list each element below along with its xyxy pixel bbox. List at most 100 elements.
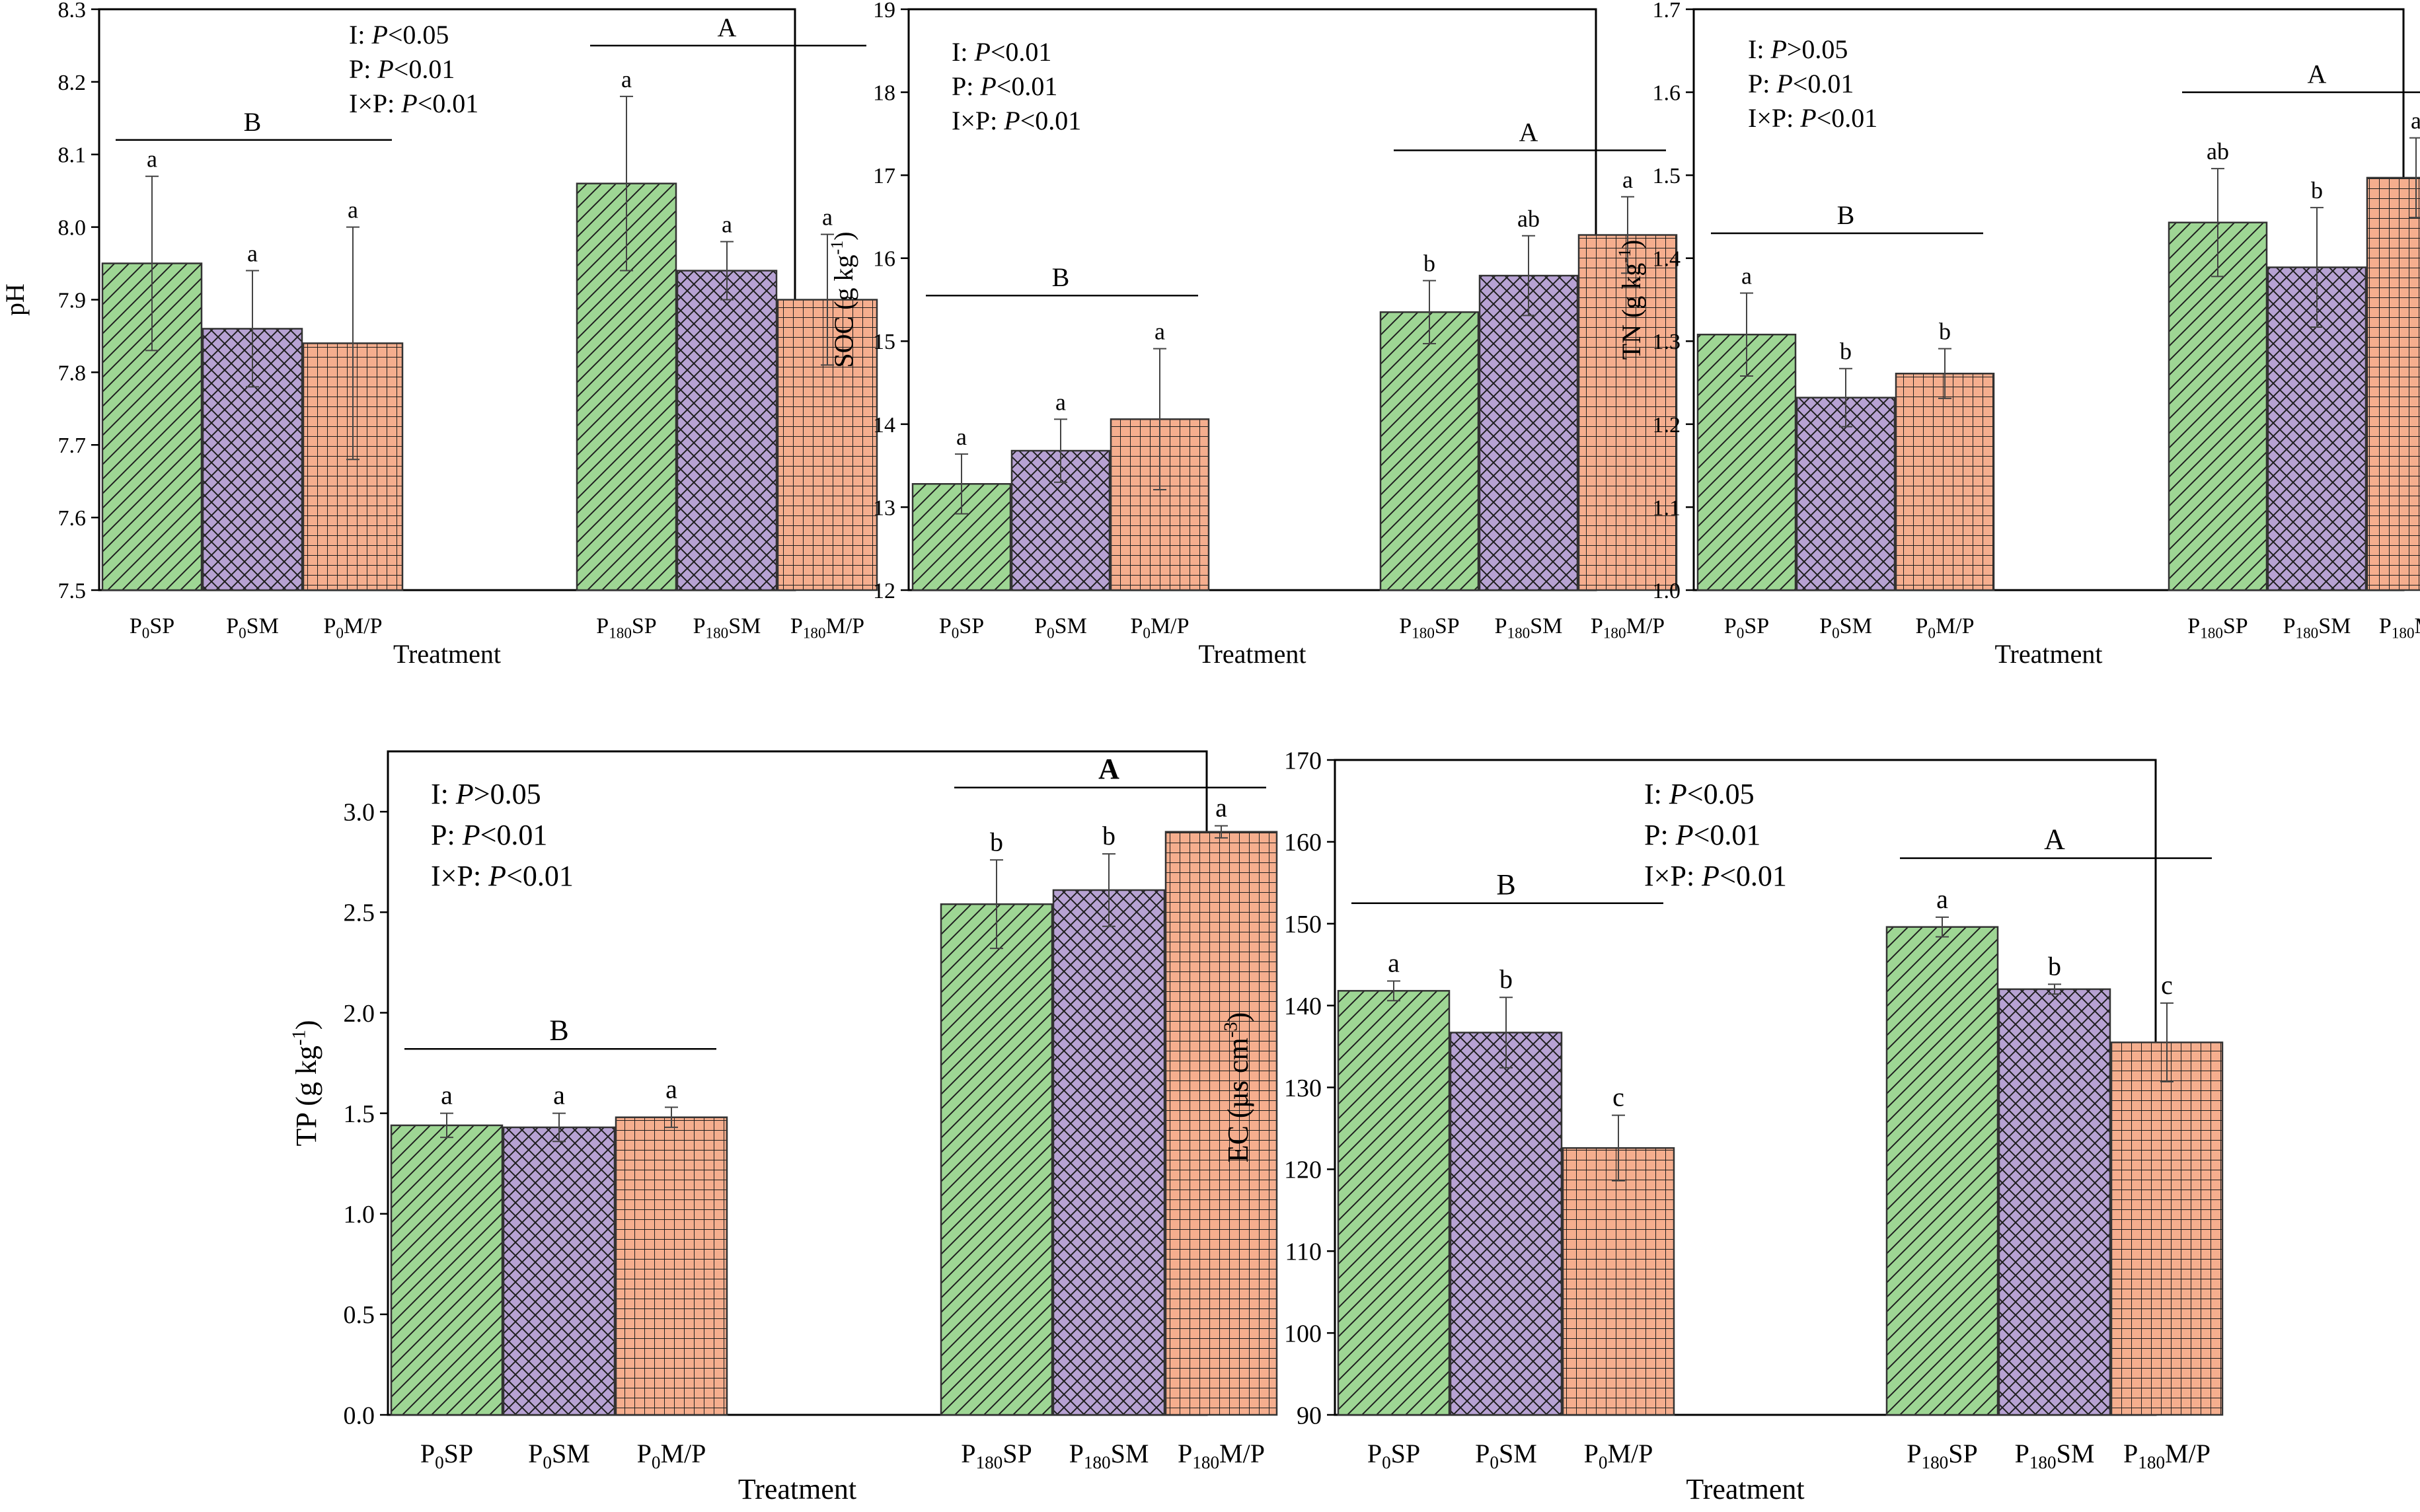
bar <box>1895 373 1995 591</box>
significance-letter: ab <box>2207 138 2229 165</box>
y-tick-label: 2.0 <box>344 1000 375 1028</box>
x-tick-label: P0SM <box>528 1439 590 1472</box>
y-tick-label: 1.0 <box>1653 579 1681 603</box>
y-tick-label: 8.0 <box>58 216 87 241</box>
x-tick-label: P180M/P <box>1178 1439 1265 1472</box>
y-tick-label: 100 <box>1284 1320 1322 1347</box>
significance-letter: a <box>1388 948 1400 977</box>
x-tick-label: P0SP <box>1724 614 1769 642</box>
x-tick-label: P180SP <box>961 1439 1032 1472</box>
y-tick-label: 7.6 <box>58 506 87 531</box>
bar <box>676 270 778 591</box>
y-tick-label: 13 <box>873 496 895 520</box>
y-axis-label: pH <box>0 284 30 316</box>
y-tick-label: 160 <box>1284 829 1322 856</box>
x-tick-label: P180SM <box>1495 614 1563 642</box>
bar <box>1337 990 1451 1416</box>
significance-letter: a <box>553 1080 565 1110</box>
y-tick-label: 3.0 <box>344 799 375 827</box>
y-tick-label: 0.0 <box>344 1402 375 1429</box>
y-tick-label: 1.6 <box>1653 81 1681 105</box>
group-letter: A <box>718 13 737 42</box>
x-axis-label: Treatment <box>393 639 501 669</box>
panel-ec: 90 100 110 120 130 140 150 160 170 a P0SP b P0SM c P0M… <box>1221 747 2224 1505</box>
significance-letter: a <box>441 1080 453 1110</box>
bar <box>1885 926 1999 1416</box>
x-axis-label: Treatment <box>1199 639 1306 669</box>
stats-line: I×P: P<0.01 <box>1748 103 1877 133</box>
y-tick-label: 1.7 <box>1653 0 1681 22</box>
x-tick-label: P0M/P <box>323 614 382 642</box>
y-axis-label: SOC (g kg-1) <box>827 231 858 367</box>
significance-letter: a <box>348 197 358 223</box>
group-letter: A <box>2044 823 2065 856</box>
y-tick-label: 1.3 <box>1653 330 1681 354</box>
significance-letter: b <box>1102 821 1115 850</box>
y-axis-label: TN (g kg-1) <box>1615 240 1646 360</box>
y-tick-label: 7.5 <box>58 579 87 603</box>
panel-soc: 12 13 14 15 16 17 18 19 a P0SP a P0SM a P0M/P b P180SP a… <box>827 0 1678 669</box>
bar <box>390 1124 504 1416</box>
y-tick-label: 19 <box>873 0 895 22</box>
y-tick-label: 1.1 <box>1653 496 1681 520</box>
x-tick-label: P0SM <box>1034 614 1087 642</box>
x-tick-label: P180M/P <box>790 614 864 642</box>
y-tick-label: 8.2 <box>58 71 87 95</box>
bar <box>1052 889 1166 1416</box>
significance-letter: a <box>147 146 157 172</box>
significance-letter: a <box>247 241 258 267</box>
significance-letter: b <box>1499 964 1513 994</box>
x-tick-label: P180M/P <box>2379 614 2420 642</box>
stats-line: I: P>0.05 <box>431 778 541 810</box>
bar <box>2168 221 2268 591</box>
significance-letter: c <box>1612 1082 1624 1112</box>
x-tick-label: P180SM <box>2015 1439 2095 1472</box>
x-tick-label: P0M/P <box>1915 614 1974 642</box>
stats-line: I×P: P<0.01 <box>349 89 478 118</box>
x-tick-label: P180SP <box>1907 1439 1978 1472</box>
panel-tn: 1.0 1.1 1.2 1.3 1.4 1.5 1.6 1.7 a P0SP b P0SM b P0M/P… <box>1615 0 2420 669</box>
x-tick-label: P180SM <box>1069 1439 1149 1472</box>
y-tick-label: 150 <box>1284 911 1322 938</box>
stats-line: I×P: P<0.01 <box>1644 860 1787 892</box>
x-tick-label: P0M/P <box>1130 614 1189 642</box>
significance-letter: a <box>2411 108 2420 134</box>
bar <box>1478 274 1579 591</box>
significance-letter: a <box>822 204 833 231</box>
x-tick-label: P0M/P <box>1584 1439 1653 1472</box>
y-tick-label: 8.3 <box>58 0 87 22</box>
stats-line: P: P<0.01 <box>1644 819 1760 851</box>
x-tick-label: P0SP <box>420 1439 473 1472</box>
y-tick-label: 90 <box>1297 1402 1322 1429</box>
significance-letter: b <box>1840 338 1852 365</box>
bar <box>1449 1032 1563 1416</box>
x-tick-label: P0SM <box>226 614 279 642</box>
x-tick-label: P180SP <box>1399 614 1459 642</box>
x-axis-label: Treatment <box>738 1473 856 1505</box>
significance-letter: ab <box>1517 206 1540 232</box>
bar <box>2366 176 2420 591</box>
x-axis-label: Treatment <box>1686 1473 1804 1505</box>
x-tick-label: P0SP <box>1367 1439 1420 1472</box>
y-tick-label: 1.4 <box>1653 247 1681 272</box>
y-axis-label: TP (g kg-1) <box>289 1020 322 1147</box>
y-tick-label: 7.7 <box>58 434 87 458</box>
significance-letter: a <box>665 1075 677 1104</box>
y-tick-label: 110 <box>1285 1238 1322 1266</box>
bar <box>1164 831 1278 1416</box>
significance-letter: a <box>1622 167 1633 193</box>
x-tick-label: P180SP <box>596 614 656 642</box>
y-tick-label: 18 <box>873 81 895 105</box>
significance-letter: b <box>990 827 1003 856</box>
group-letter: B <box>244 107 262 137</box>
y-tick-label: 7.9 <box>58 288 87 313</box>
stats-line: I: P<0.01 <box>952 37 1051 67</box>
group-letter: A <box>1519 117 1538 147</box>
x-tick-label: P0SM <box>1475 1439 1537 1472</box>
x-tick-label: P0SP <box>939 614 984 642</box>
stats-line: P: P<0.01 <box>431 819 547 851</box>
x-tick-label: P180SM <box>693 614 761 642</box>
x-tick-label: P0SP <box>130 614 174 642</box>
significance-letter: a <box>1055 389 1066 415</box>
